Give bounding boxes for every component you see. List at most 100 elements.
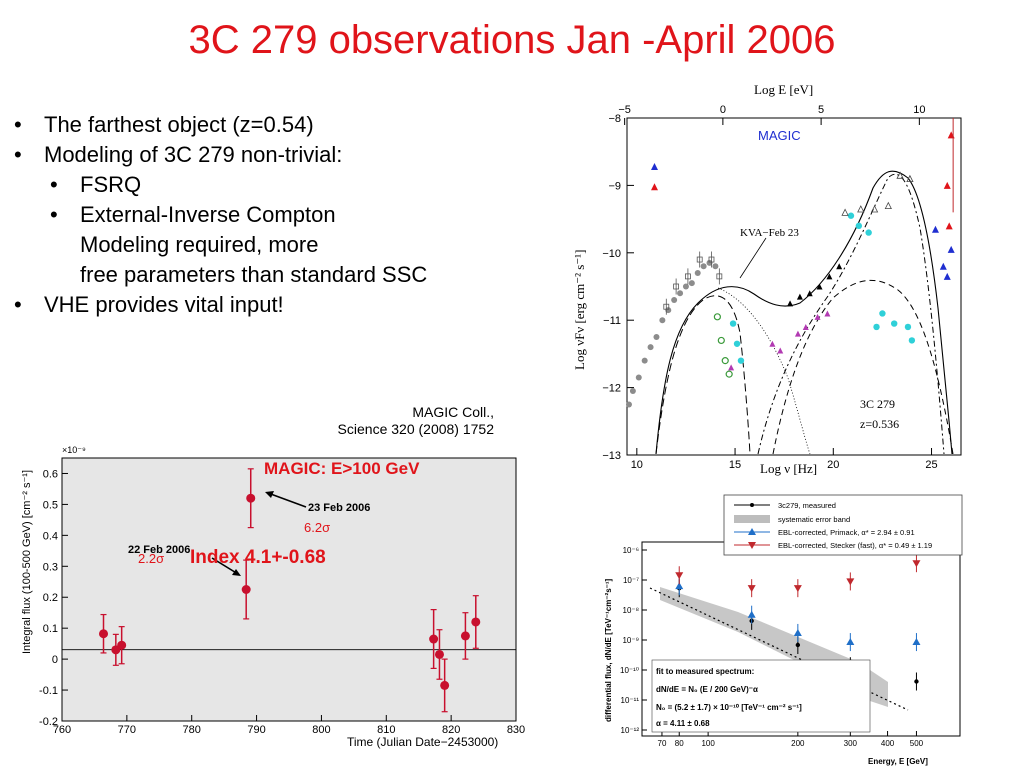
sigma-label-a: 6.2σ bbox=[304, 520, 330, 535]
legend-primack-marker bbox=[748, 528, 756, 535]
spectrum-y-tick-label: 10⁻¹⁰ bbox=[620, 666, 639, 675]
sed-point-xray bbox=[787, 300, 794, 307]
sed-point-radio bbox=[647, 344, 654, 351]
kva-pointer bbox=[739, 237, 767, 279]
sub-bullet-line: free parameters than standard SSC bbox=[80, 262, 428, 287]
sed-point-open bbox=[663, 303, 670, 310]
spectrum-y-tick-label: 10⁻⁹ bbox=[622, 636, 639, 645]
sub-bullet-line: Modeling required, more bbox=[80, 232, 319, 257]
sed-point-xray bbox=[806, 290, 813, 297]
citation: MAGIC Coll., Science 320 (2008) 1752 bbox=[260, 404, 494, 438]
sed-chart: Log E [eV] −8 −9 −10 −11 −12 −13 10 15 20 25 −5 0 5 1… bbox=[572, 82, 962, 476]
spectrum-y-tick-label: 10⁻¹² bbox=[621, 726, 640, 735]
sed-point-magenta bbox=[794, 330, 801, 337]
x-tick-label: 790 bbox=[247, 724, 265, 736]
sed-point-radio bbox=[700, 263, 707, 270]
feb22-arrowhead bbox=[232, 569, 241, 576]
x-axis-label: Time (Julian Date−2453000) bbox=[347, 735, 498, 749]
citation-line: MAGIC Coll., bbox=[412, 404, 494, 420]
sed-point-gamma bbox=[857, 205, 865, 213]
spectrum-point-primack bbox=[846, 638, 855, 646]
sed-point-radio bbox=[625, 401, 632, 408]
lightcurve-chart: 0.6 0.5 0.4 0.3 0.2 0.1 0 -0.1 -0.2 760 770 780 790… bbox=[21, 445, 525, 749]
sed-point-optical bbox=[721, 357, 729, 365]
spectrum-point-stecker bbox=[846, 578, 855, 586]
y-axis-label: Integral flux (100-500 GeV) [cm⁻² s⁻¹] bbox=[21, 470, 33, 654]
sed-top-tick-label: 10 bbox=[913, 104, 925, 116]
spectrum-point-stecker bbox=[747, 585, 756, 593]
spectrum-y-axis-label: differential flux, dN/dE [TeV⁻¹cm⁻²s⁻¹] bbox=[604, 578, 613, 722]
sed-point-magenta bbox=[777, 347, 784, 354]
sed-frame bbox=[626, 117, 962, 456]
fit-box-line: fit to measured spectrum: bbox=[656, 667, 754, 676]
legend-band-label: systematic error band bbox=[778, 515, 850, 524]
spectrum-x-tick-label: 500 bbox=[910, 739, 924, 748]
sed-point-cyan bbox=[729, 320, 737, 327]
bullet-text: Modeling of 3C 279 non-trivial: bbox=[44, 142, 343, 167]
spectrum-point-stecker bbox=[912, 560, 921, 568]
sed-point-gamma bbox=[896, 171, 904, 179]
feb22-arrow bbox=[211, 557, 239, 575]
spectrum-y-tick-label: 10⁻⁷ bbox=[623, 576, 639, 585]
magic-energy-label: MAGIC: E>100 GeV bbox=[264, 459, 420, 478]
y-tick-label: 0.6 bbox=[43, 468, 58, 480]
sed-point-cyan bbox=[865, 229, 872, 236]
sed-y-tick-label: −10 bbox=[602, 248, 621, 260]
sed-point-xray bbox=[796, 293, 803, 300]
y-tick-label: 0.4 bbox=[43, 530, 58, 542]
sed-x-axis-label: Log ν [Hz] bbox=[760, 461, 817, 476]
y-tick-label: -0.1 bbox=[39, 685, 58, 697]
sed-point-cyan bbox=[908, 337, 916, 344]
sed-point-xray bbox=[816, 283, 823, 290]
x-tick-label: 830 bbox=[507, 724, 525, 736]
sub-bullet-item: External-Inverse Compton Modeling requir… bbox=[44, 200, 534, 290]
spectrum-x-tick-label: 300 bbox=[844, 739, 858, 748]
fit-box-line: α = 4.11 ± 0.68 bbox=[656, 719, 710, 728]
data-point bbox=[99, 629, 109, 639]
sed-point-magic-red bbox=[945, 222, 953, 230]
sed-point-radio bbox=[641, 357, 648, 364]
feb23-arrow bbox=[267, 492, 307, 508]
sed-point-magenta bbox=[802, 323, 809, 330]
sed-point-magic-blue bbox=[651, 163, 659, 171]
index-label: Index 4.1+-0.68 bbox=[190, 547, 326, 568]
data-point bbox=[241, 585, 251, 594]
sed-point-radio bbox=[629, 387, 636, 394]
sed-point-gamma bbox=[870, 205, 879, 213]
bullet-item: The farthest object (z=0.54) bbox=[14, 110, 534, 140]
sed-point-open bbox=[708, 256, 715, 263]
sed-point-open bbox=[673, 283, 680, 290]
legend-band-swatch bbox=[734, 515, 770, 523]
spectrum-x-tick-label: 70 bbox=[658, 739, 667, 748]
spectrum-point-stecker bbox=[793, 585, 802, 593]
sed-point-gamma bbox=[906, 174, 914, 183]
data-point bbox=[117, 640, 127, 650]
x-tick-label: 810 bbox=[377, 724, 395, 736]
y-tick-label: 0 bbox=[52, 654, 58, 666]
spectrum-x-tick-label: 200 bbox=[791, 739, 805, 748]
spectrum-x-axis-label: Energy, E [GeV] bbox=[868, 757, 928, 766]
sed-point-magic-red bbox=[943, 181, 951, 189]
y-tick-label: 0.2 bbox=[43, 592, 58, 604]
spectrum-x-tick-label: 100 bbox=[701, 739, 715, 748]
sed-point-cyan bbox=[847, 212, 855, 219]
sed-point-magic-red bbox=[651, 183, 659, 191]
sed-point-radio bbox=[653, 334, 660, 341]
sed-point-cyan bbox=[873, 323, 880, 331]
sed-magic-label: MAGIC bbox=[758, 128, 801, 143]
sed-y-tick-label: −9 bbox=[608, 180, 621, 192]
sed-point-radio bbox=[635, 374, 642, 381]
sed-x-tick-label: 10 bbox=[631, 459, 643, 471]
redshift-label: z=0.536 bbox=[860, 417, 899, 431]
legend-stecker-marker bbox=[748, 542, 756, 549]
data-point bbox=[434, 649, 444, 659]
sed-point-magenta bbox=[824, 310, 831, 317]
bullet-list: The farthest object (z=0.54) Modeling of… bbox=[14, 110, 534, 320]
feb23-label: 23 Feb 2006 bbox=[308, 502, 370, 514]
spectrum-point-primack bbox=[675, 582, 684, 590]
sed-point-gamma bbox=[841, 208, 849, 216]
spectrum-point-stecker bbox=[675, 572, 684, 580]
source-label: 3C 279 bbox=[860, 397, 895, 411]
legend-primack-label: EBL-corrected, Primack, α* = 2.94 ± 0.91 bbox=[778, 528, 915, 537]
bullet-item: VHE provides vital input! bbox=[14, 290, 534, 320]
